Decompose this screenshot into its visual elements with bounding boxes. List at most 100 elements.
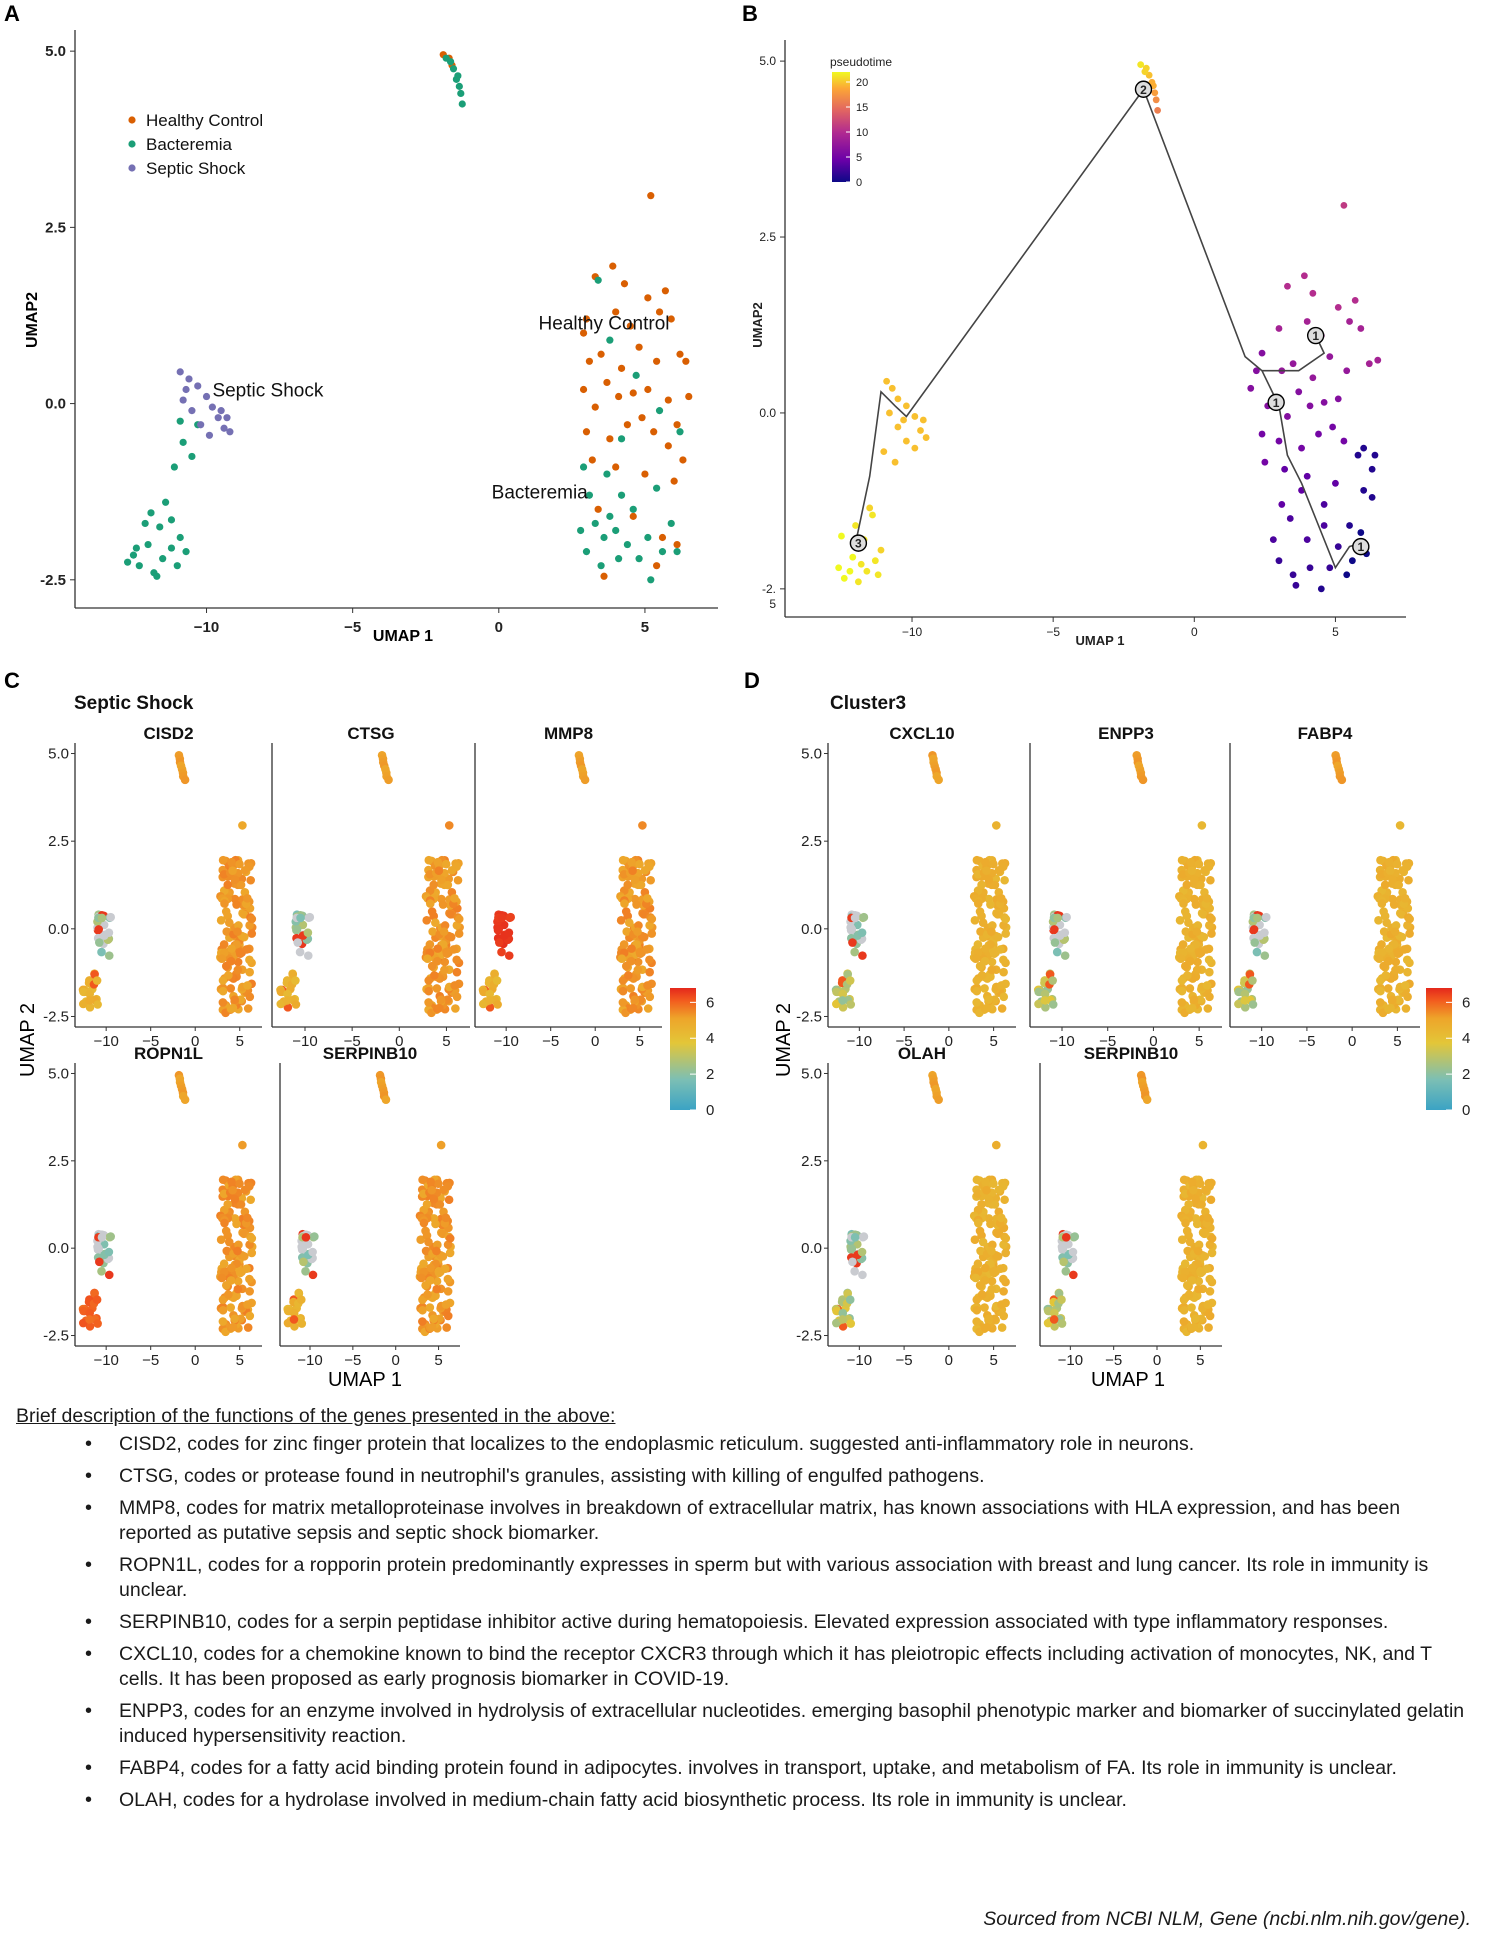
facet-enpp3: ENPP3 −10 −5 0 5 bbox=[1029, 724, 1222, 1050]
cell-point bbox=[418, 1175, 427, 1185]
point-septic bbox=[208, 403, 216, 411]
point-healthy bbox=[606, 435, 614, 443]
cell-point bbox=[233, 1246, 242, 1256]
cell-point bbox=[989, 1179, 998, 1189]
pseudotime-point bbox=[863, 567, 871, 575]
cell-point bbox=[1199, 932, 1209, 942]
cell-point bbox=[993, 1229, 1002, 1239]
panel-b-trajectory bbox=[854, 87, 1362, 570]
cell-point bbox=[848, 938, 857, 947]
cell-point bbox=[180, 775, 190, 785]
pseudotime-point bbox=[869, 511, 876, 519]
cell-point bbox=[1061, 1267, 1071, 1276]
pseudotime-point bbox=[1275, 437, 1283, 445]
cell-point bbox=[243, 1213, 252, 1223]
cell-point bbox=[993, 1252, 1003, 1261]
cell-point bbox=[977, 1290, 987, 1299]
cell-point bbox=[220, 1218, 229, 1228]
cell-point bbox=[1380, 880, 1390, 890]
cell-point bbox=[627, 857, 636, 867]
trajectory-node bbox=[1134, 80, 1153, 98]
colorbar-tick-label: 0 bbox=[706, 1102, 714, 1119]
cell-point bbox=[228, 1003, 238, 1013]
cell-point bbox=[1391, 957, 1401, 967]
facet-title: SERPINB10 bbox=[1084, 1044, 1178, 1063]
pseudotime-point bbox=[1281, 465, 1289, 473]
facet-x-tick-label: −5 bbox=[142, 1033, 159, 1050]
cell-point bbox=[245, 1287, 254, 1296]
panel-a-y-label: UMAP2 bbox=[24, 292, 41, 348]
cell-point bbox=[1181, 1218, 1190, 1228]
pseudotime-point bbox=[854, 578, 862, 586]
point-healthy bbox=[644, 294, 652, 302]
point-healthy bbox=[685, 392, 693, 401]
cell-point bbox=[239, 910, 249, 919]
facet-x-tick-label: −5 bbox=[896, 1352, 913, 1369]
cell-point bbox=[1191, 900, 1201, 909]
pseudotime-point bbox=[1334, 543, 1342, 551]
cell-point bbox=[78, 999, 88, 1009]
cell-point bbox=[989, 1268, 999, 1278]
panel-b-colorbar-title: pseudotime bbox=[830, 55, 892, 69]
cell-point bbox=[624, 971, 633, 980]
point-bacteremia bbox=[173, 562, 181, 570]
cell-point bbox=[296, 1295, 306, 1304]
cell-point bbox=[845, 976, 855, 985]
cell-point bbox=[1193, 957, 1202, 967]
cell-point bbox=[616, 916, 626, 925]
cell-point bbox=[308, 1247, 317, 1257]
pseudotime-point bbox=[866, 504, 874, 512]
cell-point bbox=[1184, 918, 1193, 927]
cell-point bbox=[422, 1231, 432, 1240]
cell-point bbox=[443, 1274, 453, 1284]
cell-point bbox=[425, 1303, 435, 1312]
pseudotime-point bbox=[877, 546, 885, 554]
cell-point bbox=[642, 945, 651, 954]
cell-point bbox=[996, 894, 1006, 903]
cell-point bbox=[506, 912, 515, 922]
cell-point bbox=[1398, 866, 1408, 875]
pseudotime-point bbox=[1252, 367, 1260, 375]
cell-point bbox=[1196, 880, 1205, 890]
cell-point bbox=[1175, 916, 1185, 925]
cell-point bbox=[1184, 1200, 1193, 1209]
cell-point bbox=[485, 996, 494, 1005]
cell-point bbox=[987, 1276, 997, 1286]
cell-point bbox=[624, 918, 634, 927]
cell-point bbox=[93, 1319, 102, 1328]
cell-point bbox=[426, 1177, 436, 1187]
cell-point bbox=[1250, 938, 1259, 947]
cell-point bbox=[986, 1219, 995, 1229]
cell-point bbox=[104, 928, 114, 937]
point-bacteremia bbox=[591, 519, 599, 528]
cell-point bbox=[1177, 1235, 1187, 1245]
point-bacteremia bbox=[632, 371, 640, 379]
cell-point bbox=[289, 1308, 299, 1318]
panel-b-nodes: 2 1 1 1 3 bbox=[849, 80, 1370, 556]
cell-point bbox=[846, 1319, 856, 1328]
cell-point bbox=[441, 1300, 451, 1309]
cell-point bbox=[1049, 1315, 1059, 1324]
cell-point bbox=[443, 1287, 453, 1296]
cell-point bbox=[218, 1305, 228, 1315]
cell-point bbox=[445, 1248, 455, 1258]
cell-point bbox=[97, 913, 107, 923]
cell-point bbox=[239, 932, 249, 942]
facet-x-tick-label: −5 bbox=[142, 1352, 159, 1369]
facet-x-tick-label: 0 bbox=[392, 1352, 400, 1369]
cell-point bbox=[422, 916, 432, 925]
facet-x-tick-label: 5 bbox=[236, 1033, 244, 1050]
cell-point bbox=[78, 1318, 88, 1328]
cell-point bbox=[1206, 1195, 1216, 1205]
cell-point bbox=[1252, 947, 1262, 957]
cell-point bbox=[639, 932, 649, 942]
point-bacteremia bbox=[457, 89, 465, 98]
cell-point bbox=[1248, 1000, 1258, 1009]
cell-point bbox=[1188, 1177, 1197, 1187]
cell-point bbox=[445, 1234, 455, 1243]
cell-point bbox=[436, 995, 446, 1004]
facet-fabp4: FABP4 −10 −5 0 5 bbox=[1229, 724, 1420, 1050]
point-healthy bbox=[594, 505, 602, 513]
cell-point bbox=[981, 944, 990, 953]
cell-point bbox=[425, 869, 435, 879]
